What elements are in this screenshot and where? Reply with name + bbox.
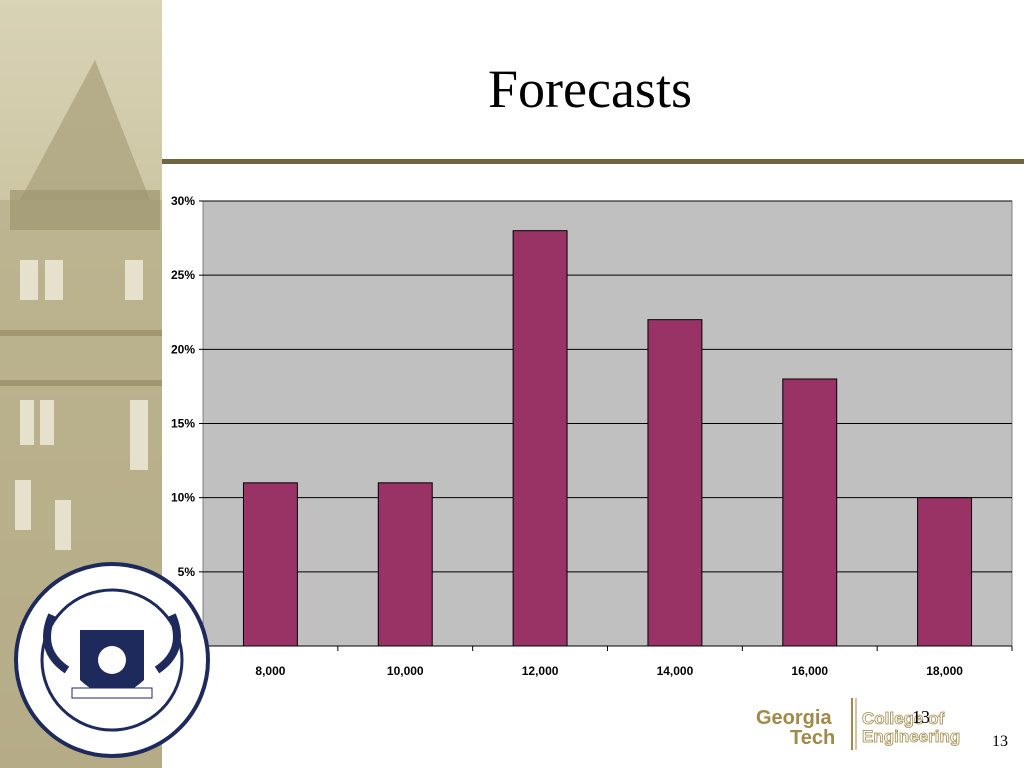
y-tick-label: 25% <box>171 268 195 282</box>
x-tick-label: 12,000 <box>522 664 559 678</box>
title-divider <box>162 159 1024 164</box>
bar <box>917 497 973 647</box>
bar <box>242 482 298 647</box>
y-tick-label: 30% <box>171 194 195 208</box>
georgia-tech-seal <box>14 562 210 758</box>
bar <box>782 378 838 647</box>
grid-lines <box>203 200 1012 573</box>
logo-college-of: College of <box>862 709 945 728</box>
logo-engineering: Engineering <box>862 727 960 746</box>
slide-number: 13 <box>912 707 930 727</box>
slide-number-footer: 13 <box>992 733 1008 750</box>
y-tick-label: 5% <box>178 565 196 579</box>
x-tick-label: 14,000 <box>657 664 694 678</box>
building-photo-panel <box>0 0 162 768</box>
bar <box>377 482 433 647</box>
y-tick-label: 15% <box>171 417 195 431</box>
slide-title: Forecasts <box>488 59 692 119</box>
x-tick-label: 10,000 <box>387 664 424 678</box>
x-tick-label: 16,000 <box>791 664 828 678</box>
x-tick-label: 18,000 <box>926 664 963 678</box>
bars <box>242 230 973 647</box>
y-tick-label: 10% <box>171 491 195 505</box>
x-tick-label: 8,000 <box>255 664 285 678</box>
y-tick-label: 20% <box>171 342 195 356</box>
logo-georgia: Georgia <box>756 707 832 729</box>
bar <box>647 319 703 647</box>
logo-tech: Tech <box>790 727 835 749</box>
bar <box>512 230 568 647</box>
college-of-engineering-logo: Georgia Tech College of Engineering <box>756 698 961 750</box>
x-axis-ticks: 8,000 10,000 12,000 14,000 16,000 18,000 <box>255 646 1013 678</box>
